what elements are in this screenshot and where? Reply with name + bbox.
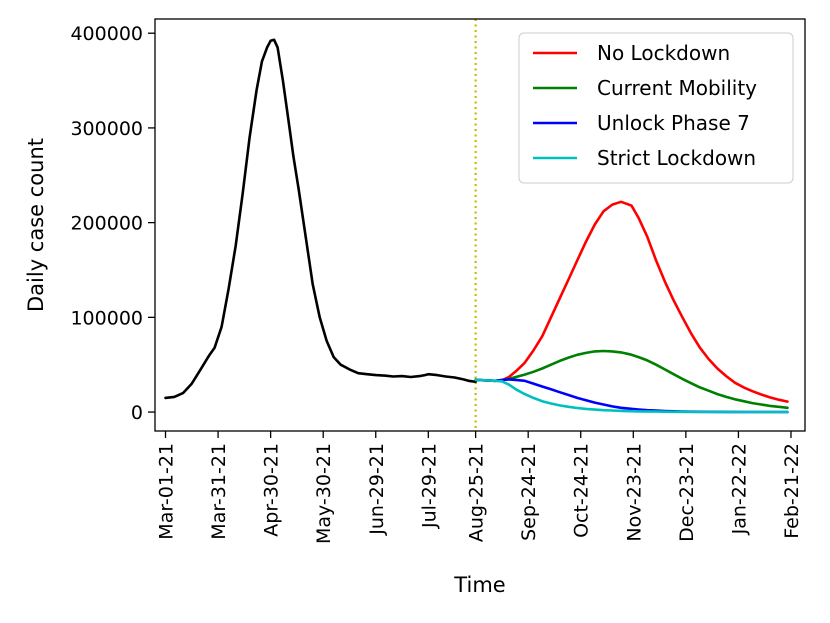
legend-label: Current Mobility [597, 76, 757, 100]
y-tick-label: 300000 [70, 118, 143, 140]
legend-label: Strict Lockdown [597, 146, 756, 170]
y-tick-label: 400000 [70, 23, 143, 45]
x-tick-label: Nov-23-21 [623, 443, 645, 542]
y-axis-title: Daily case count [24, 138, 48, 312]
series-layer [164, 38, 789, 414]
x-tick-label: Aug-25-21 [466, 443, 488, 542]
x-tick-label: Apr-30-21 [261, 443, 283, 537]
plot-frame [154, 18, 806, 432]
y-axis: 0 100000 200000 300000 400000 [70, 23, 155, 424]
x-tick-label: Feb-21-22 [781, 443, 803, 539]
x-tick-label: Mar-31-21 [208, 443, 230, 540]
x-tick-label: Mar-01-21 [156, 443, 178, 540]
legend-frame [518, 32, 794, 184]
series-line-strict-lockdown [474, 378, 789, 414]
x-tick-label: Oct-24-21 [571, 443, 593, 538]
x-axis-title: Time [453, 573, 505, 597]
legend: No Lockdown Current Mobility Unlock Phase … [518, 32, 794, 184]
series-line-no-lockdown [474, 200, 789, 403]
x-tick-label: Sep-24-21 [518, 443, 540, 541]
x-tick-label: Dec-23-21 [676, 443, 698, 542]
legend-entries: No Lockdown Current Mobility Unlock Phase … [533, 41, 757, 170]
y-tick-label: 200000 [70, 213, 143, 235]
x-axis: Mar-01-21 Mar-31-21 Apr-30-21 May-30-21 Jun-… [156, 431, 803, 544]
y-tick-label: 100000 [70, 307, 143, 329]
legend-label: No Lockdown [597, 41, 730, 65]
legend-label: Unlock Phase 7 [597, 111, 750, 135]
x-tick-label: Jul-29-21 [418, 443, 440, 529]
x-tick-label: Jan-22-22 [728, 443, 750, 535]
series-line-observed [164, 38, 477, 400]
x-tick-label: May-30-21 [313, 443, 335, 544]
y-tick-label: 0 [131, 402, 143, 424]
series-line-current-mobility [474, 349, 789, 410]
x-tick-label: Jun-29-21 [366, 443, 388, 536]
